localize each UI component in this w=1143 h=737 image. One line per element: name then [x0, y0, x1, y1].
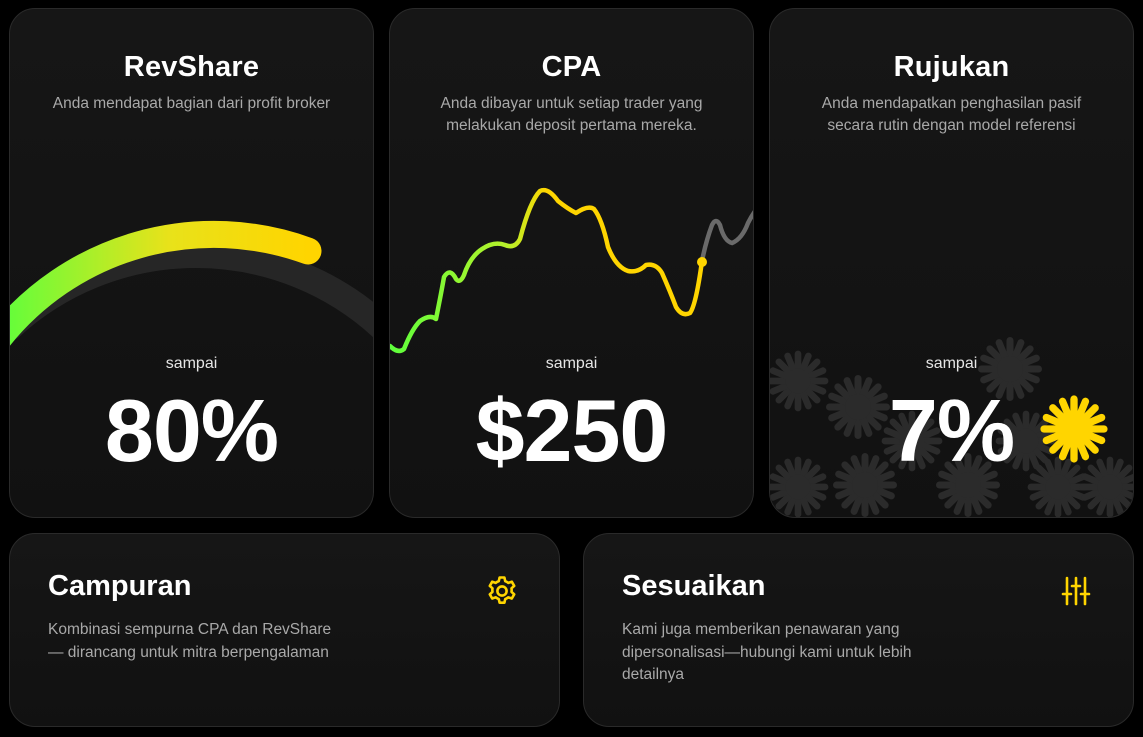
card-description: Anda mendapatkan penghasilan pasif secar… — [821, 95, 1082, 134]
revshare-value: 80% — [104, 381, 279, 480]
gauge-fill — [10, 220, 322, 346]
upto-label: sampai — [165, 355, 218, 372]
card-title: CPA — [541, 51, 602, 83]
card-title: Rujukan — [893, 51, 1010, 83]
campuran-card[interactable]: Campuran Kombinasi sempurna CPA dan RevS… — [9, 533, 560, 727]
cpa-card[interactable]: CPA Anda dibayar untuk setiap trader yan… — [389, 8, 754, 518]
upto-label: sampai — [925, 355, 978, 372]
sesuaikan-card[interactable]: Sesuaikan Kami juga memberikan penawaran… — [583, 533, 1134, 727]
card-description: Anda mendapat bagian dari profit broker — [52, 95, 331, 112]
projection-line — [699, 210, 753, 264]
card-title: Campuran — [48, 570, 192, 602]
rujukan-value: 7% — [888, 381, 1015, 480]
card-title: RevShare — [123, 51, 260, 83]
card-description: Kombinasi sempurna CPA dan RevShare — di… — [48, 621, 332, 661]
revshare-gauge — [10, 220, 373, 346]
sliders-icon — [1061, 576, 1091, 606]
gear-icon — [488, 576, 516, 604]
trend-line — [390, 187, 705, 354]
current-point — [697, 257, 707, 267]
card-description: Kami juga memberikan penawaran yang dipe… — [622, 621, 912, 683]
upto-label: sampai — [545, 355, 598, 372]
cpa-line-graphic — [390, 187, 753, 354]
card-description: Anda dibayar untuk setiap trader yang me… — [440, 95, 703, 134]
cpa-value: $250 — [475, 381, 669, 480]
rujukan-card[interactable]: Rujukan Anda mendapatkan penghasilan pas… — [769, 8, 1134, 518]
card-title: Sesuaikan — [622, 570, 766, 602]
revshare-card[interactable]: RevShare Anda mendapat bagian dari profi… — [9, 8, 374, 518]
